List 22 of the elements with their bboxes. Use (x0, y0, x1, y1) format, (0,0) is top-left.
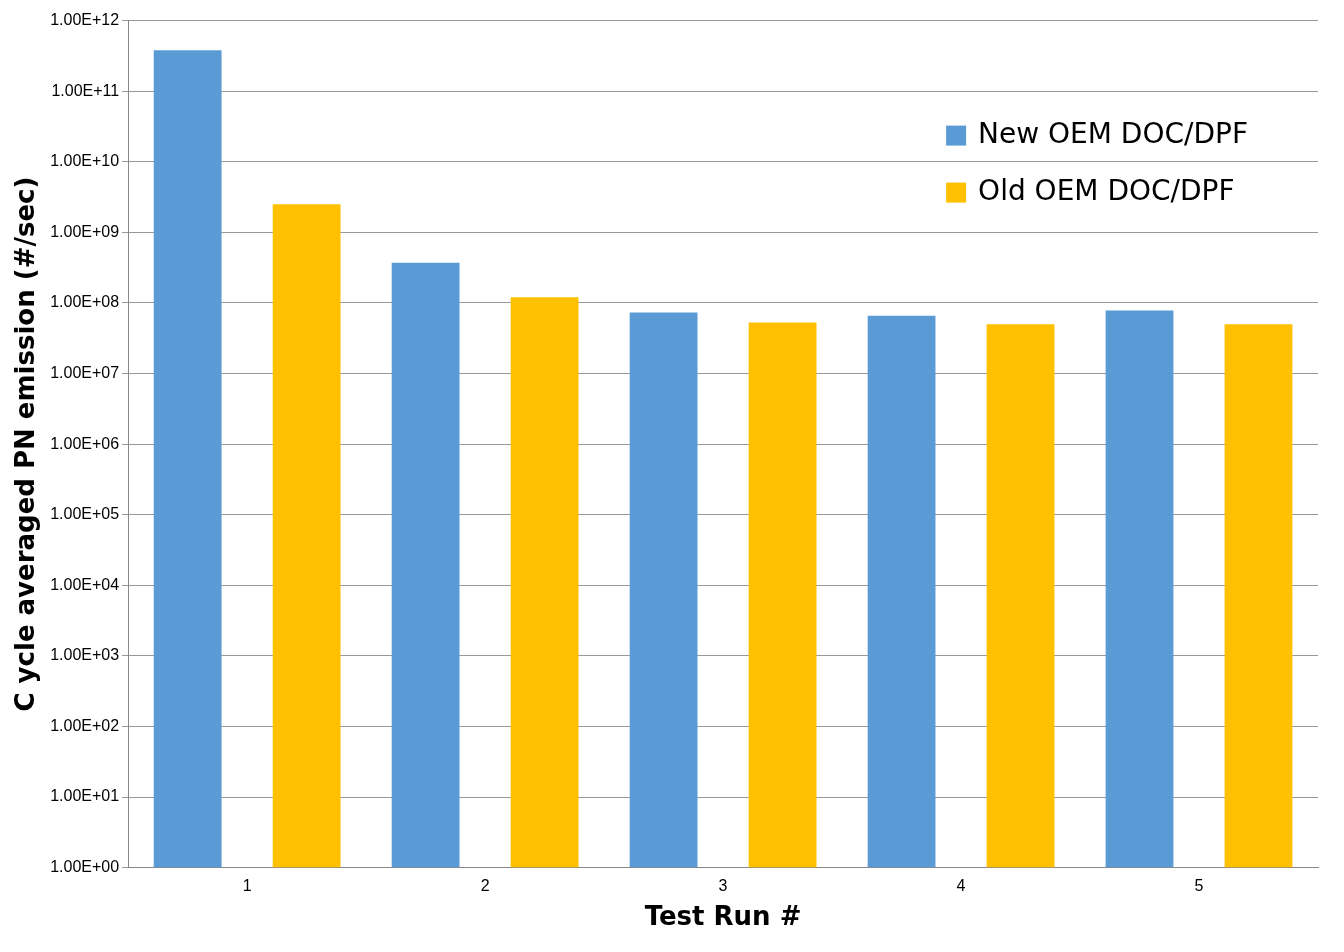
x-axis-title: Test Run # (644, 901, 802, 932)
y-tick-label: 1.00E+06 (50, 434, 120, 452)
y-tick-label: 1.00E+11 (51, 81, 120, 99)
y-tick-label: 1.00E+10 (50, 152, 120, 170)
y-tick-label: 1.00E+03 (50, 646, 120, 664)
y-tick-label: 1.00E+00 (50, 858, 120, 876)
x-tick-label: 3 (718, 876, 728, 894)
x-tick-label: 5 (1194, 876, 1204, 894)
y-tick-label: 1.00E+01 (50, 787, 120, 805)
x-tick-label: 2 (480, 876, 490, 894)
y-tick-label: 1.00E+12 (50, 11, 120, 29)
y-tick-label: 1.00E+04 (50, 575, 120, 593)
legend-label: New OEM DOC/DPF (978, 116, 1249, 150)
y-tick-label: 1.00E+07 (50, 363, 120, 381)
legend-label: Old OEM DOC/DPF (978, 173, 1235, 207)
y-tick-label: 1.00E+08 (50, 293, 120, 311)
y-tick-label: 1.00E+05 (50, 505, 120, 523)
x-tick-label: 4 (956, 876, 966, 894)
y-tick-label: 1.00E+09 (50, 222, 120, 240)
y-axis-title: C ycle averaged PN emission (#/sec) (10, 176, 41, 712)
x-tick-label: 1 (242, 876, 252, 894)
y-tick-label: 1.00E+02 (50, 716, 120, 734)
